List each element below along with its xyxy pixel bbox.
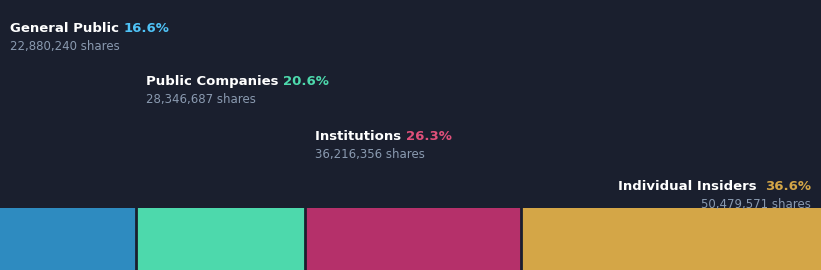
Bar [305,208,521,270]
Text: Institutions: Institutions [315,130,406,143]
Text: Individual Insiders: Individual Insiders [617,180,761,193]
Text: 22,880,240 shares: 22,880,240 shares [10,40,120,53]
Bar [521,208,821,270]
Text: 50,479,571 shares: 50,479,571 shares [701,198,811,211]
Text: 36.6%: 36.6% [765,180,811,193]
Text: General Public: General Public [10,22,123,35]
Text: Public Companies: Public Companies [146,75,283,88]
Text: 16.6%: 16.6% [123,22,169,35]
Text: 36,216,356 shares: 36,216,356 shares [315,148,424,161]
Bar [0,208,136,270]
Text: 26.3%: 26.3% [406,130,452,143]
Bar [136,208,305,270]
Text: 20.6%: 20.6% [283,75,329,88]
Text: 28,346,687 shares: 28,346,687 shares [146,93,256,106]
